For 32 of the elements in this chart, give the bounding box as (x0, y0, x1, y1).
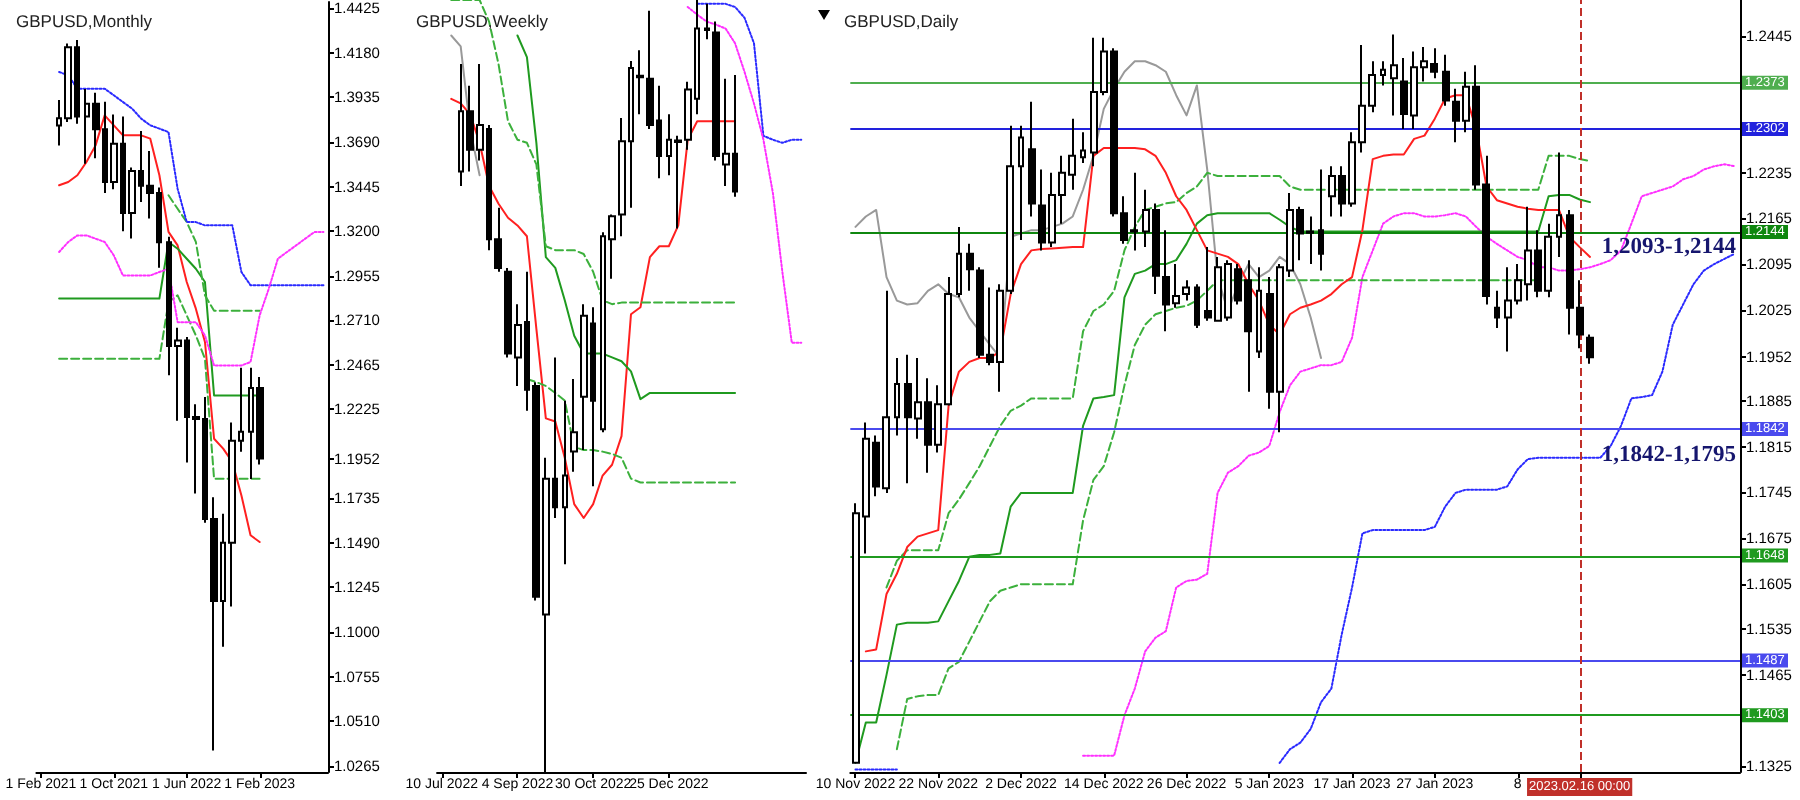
candlestick (1380, 60, 1386, 87)
line-series (895, 279, 1540, 751)
candlestick (1556, 151, 1562, 258)
line-series (58, 240, 261, 397)
candlestick (966, 242, 974, 292)
line-series (58, 231, 325, 367)
line-series (1082, 163, 1736, 757)
candlestick (1256, 266, 1262, 359)
candlestick (562, 399, 568, 566)
candlestick (1318, 168, 1324, 272)
candlestick (1494, 289, 1500, 329)
line-series (864, 94, 1591, 653)
candlestick (956, 225, 962, 299)
line-series (58, 114, 261, 544)
candlestick (570, 378, 578, 473)
line-series (167, 194, 261, 312)
line-series (58, 70, 325, 287)
candlestick (1442, 53, 1450, 107)
candlestick (1586, 333, 1594, 365)
line-series (885, 154, 1591, 589)
candlestick (1182, 279, 1190, 302)
text: GBPUSD,Daily (844, 11, 960, 31)
candlestick (704, 2, 710, 41)
candlestick (894, 356, 900, 437)
text: GBPUSD,Monthly (16, 11, 154, 31)
candlestick (1080, 131, 1086, 165)
candlestick (1194, 283, 1200, 329)
annotation: 1,1842-1,1795 (1601, 443, 1737, 468)
line-series (58, 294, 261, 480)
candlestick (1390, 33, 1398, 117)
candlestick (1018, 124, 1024, 241)
candlestick (1028, 100, 1036, 218)
